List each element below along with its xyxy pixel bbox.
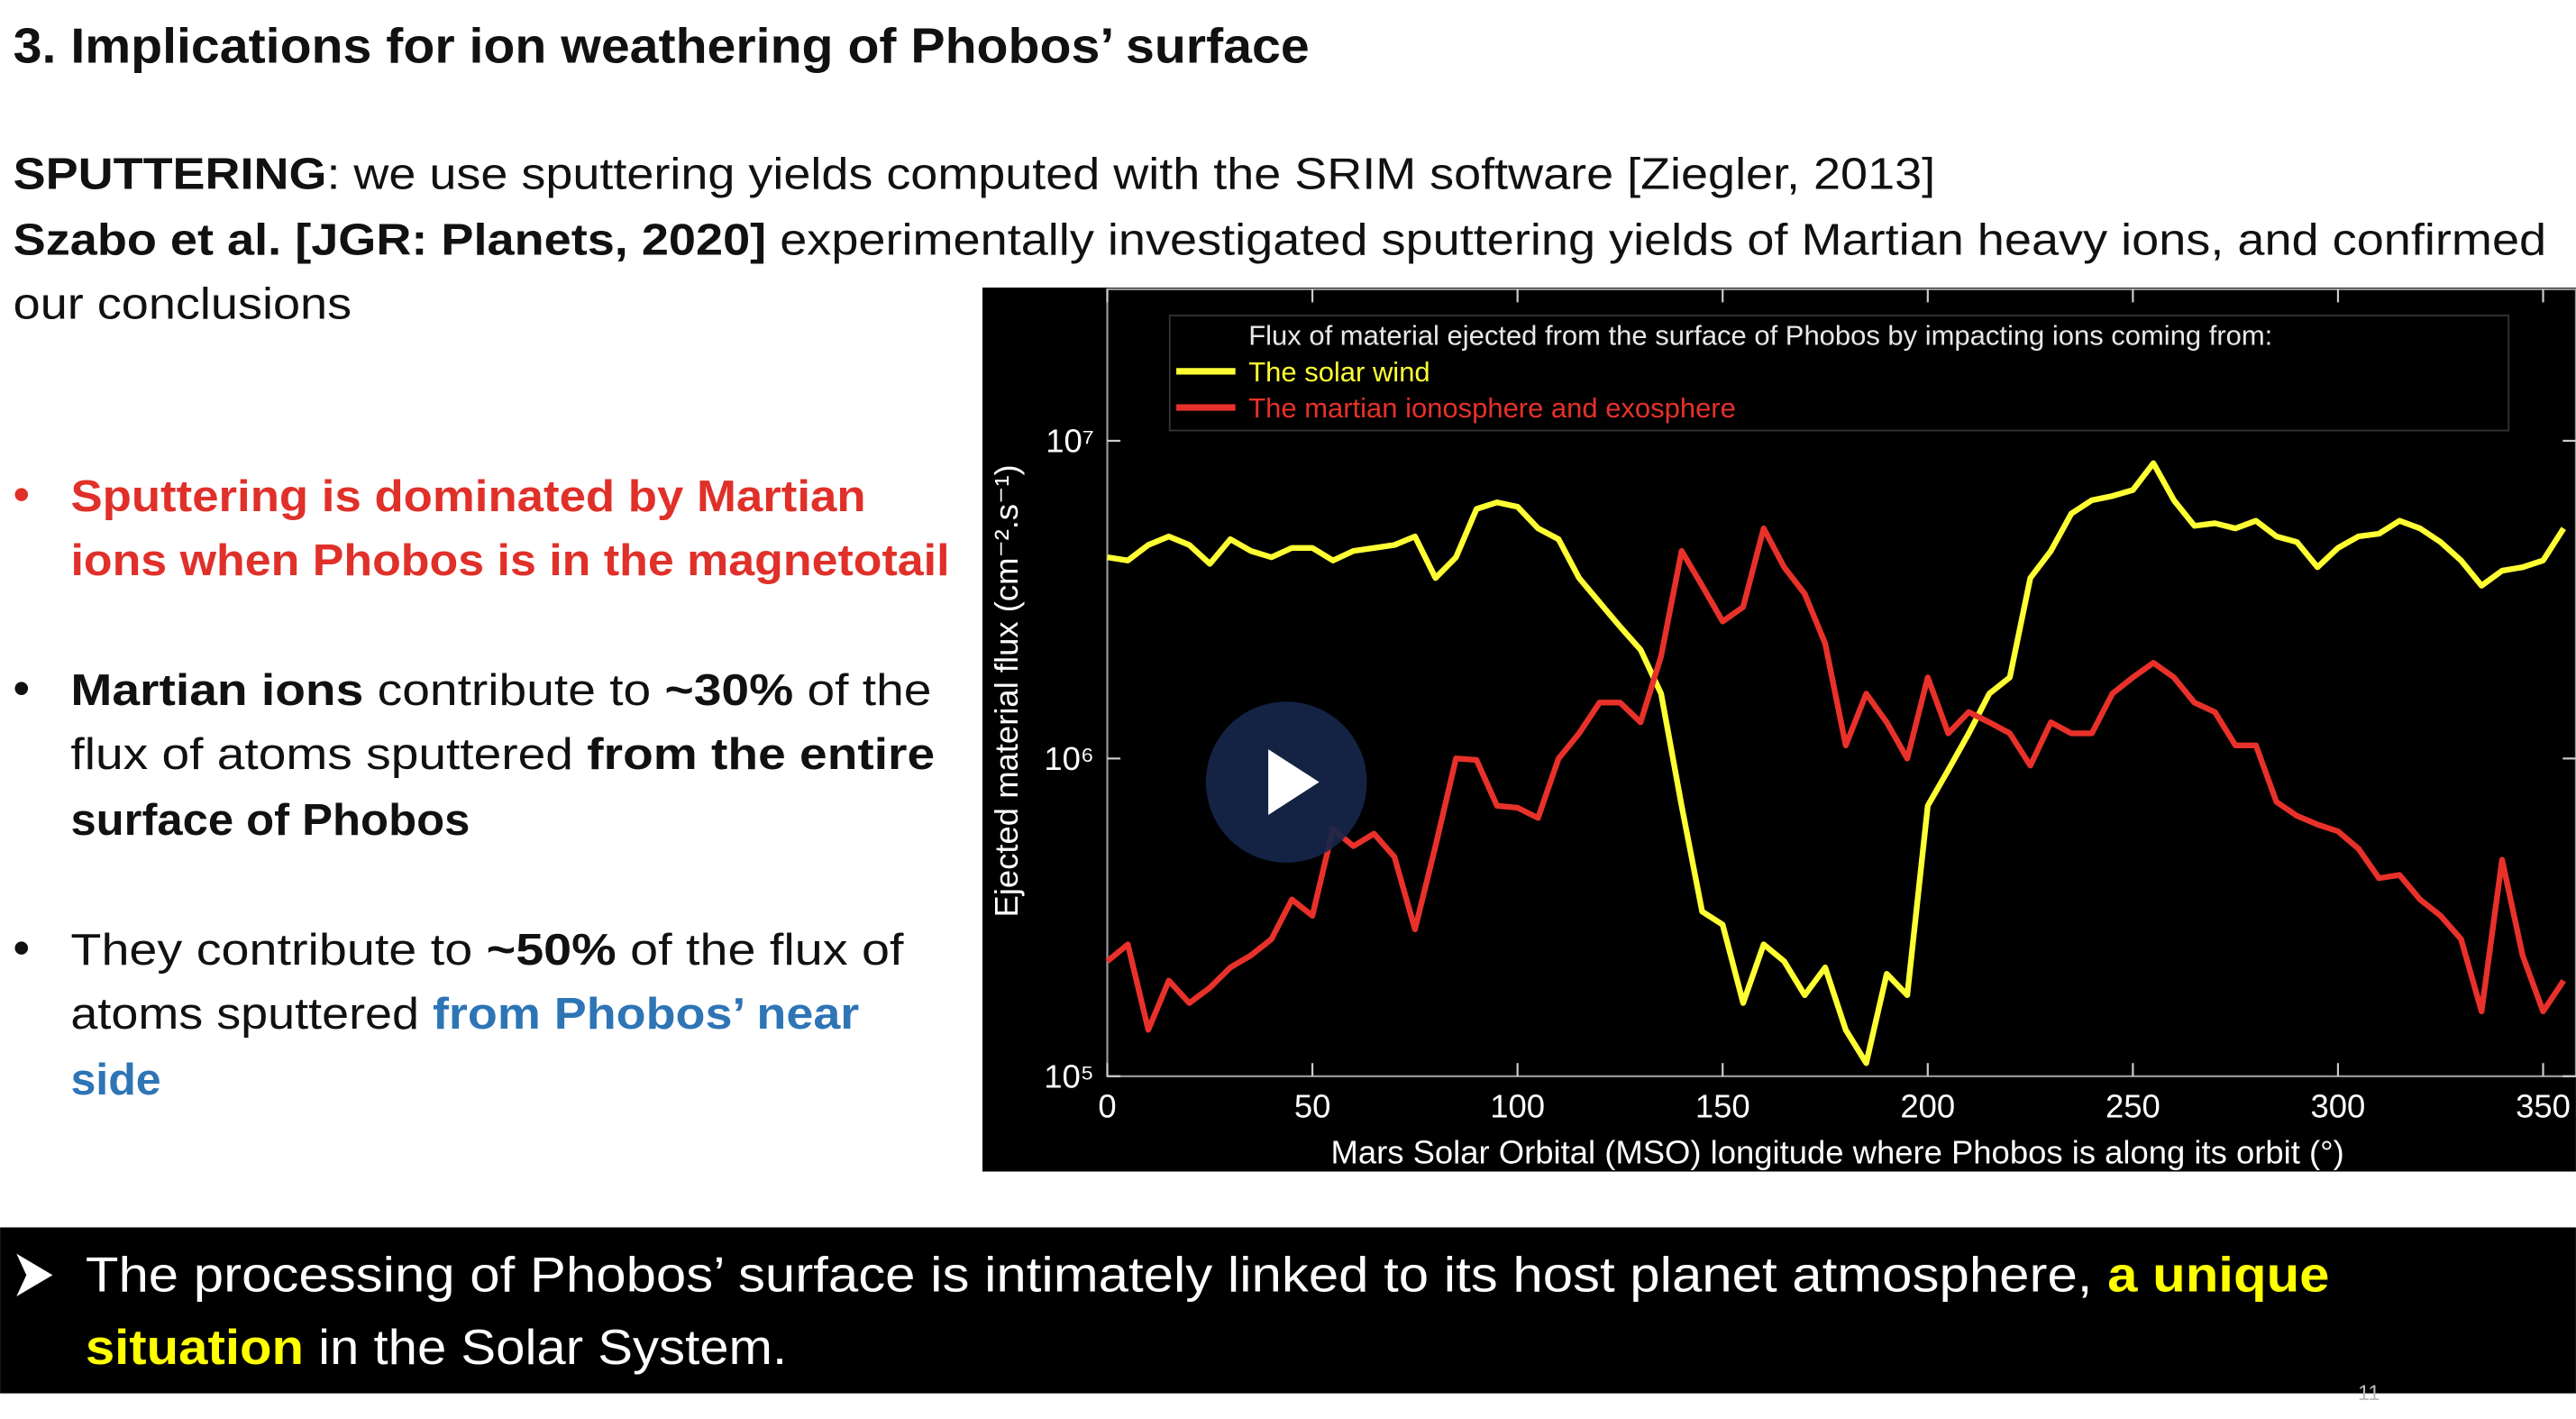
bullet-bold: ~30%: [665, 665, 794, 715]
x-tick-label: 100: [1490, 1087, 1545, 1124]
bullet-bold: Martian ions: [70, 665, 363, 715]
chart: 0 50 100 150 200 250 300 350 10⁵ 10⁶ 10⁷ Mars Solar…: [982, 287, 2576, 1172]
x-tick-label: 0: [1098, 1087, 1116, 1124]
bullet-line: ions when Phobos is in the magnetotail: [70, 536, 949, 585]
y-axis-label: Ejected material flux (cm⁻².s⁻¹): [988, 464, 1025, 917]
bullet-dot: [14, 488, 29, 501]
banner-line: situation in the Solar System.: [86, 1320, 787, 1375]
intro-line: SPUTTERING: we use sputtering yields com…: [14, 150, 1935, 199]
bullet-line: atoms sputtered from Phobos’ near: [70, 989, 859, 1039]
intro-line: our conclusions: [14, 279, 352, 329]
bullet-line: flux of atoms sputtered from the entire: [70, 729, 935, 779]
x-tick-label: 200: [1900, 1087, 1955, 1124]
legend-title: Flux of material ejected from the surfac…: [1248, 320, 2272, 352]
intro-line: Szabo et al. [JGR: Planets, 2020] experi…: [14, 215, 2546, 265]
banner-line: The processing of Phobos’ surface is int…: [86, 1248, 2330, 1303]
y-tick-label: 10⁷: [1046, 423, 1094, 460]
bullet-text: contribute to: [363, 665, 664, 715]
intro-text: : we use sputtering yields computed with…: [326, 150, 1935, 199]
bullet-line: They contribute to ~50% of the flux of: [70, 925, 903, 975]
intro-bold: Szabo et al. [JGR: Planets, 2020]: [14, 215, 767, 265]
bullet-text: atoms sputtered: [70, 989, 433, 1039]
x-tick-label: 350: [2516, 1087, 2571, 1124]
bullet-text: of the: [793, 665, 931, 715]
series-line: [1105, 525, 2566, 1033]
bullet-bold: from the entire: [587, 729, 935, 779]
bullet-dot: [14, 941, 29, 955]
x-tick-label: 250: [2106, 1087, 2160, 1124]
y-tick-label: 10⁵: [1044, 1058, 1094, 1095]
x-tick-label: 150: [1695, 1087, 1750, 1124]
bullet-line: Martian ions contribute to ~30% of the: [70, 665, 931, 715]
play-icon[interactable]: [1268, 749, 1320, 816]
x-tick-label: 300: [2311, 1087, 2366, 1124]
bullet-text: They contribute to: [70, 925, 486, 975]
x-axis-label: Mars Solar Orbital (MSO) longitude where…: [1330, 1133, 2343, 1170]
banner-text: in the Solar System.: [304, 1320, 787, 1375]
banner-text: The processing of Phobos’ surface is int…: [86, 1248, 2107, 1303]
legend-label: The solar wind: [1248, 356, 1430, 388]
page-number: 11: [2358, 1382, 2380, 1405]
bullet-line: surface of Phobos: [70, 795, 470, 845]
y-tick-label: 10⁶: [1044, 740, 1094, 777]
banner-highlight: a unique: [2107, 1248, 2329, 1303]
bullet-line: Sputtering is dominated by Martian: [70, 471, 865, 521]
bullet-dot: [14, 682, 29, 695]
bullet-highlight: from Phobos’ near: [433, 989, 859, 1039]
legend-label: The martian ionosphere and exosphere: [1248, 392, 1736, 424]
bullet-line: side: [70, 1055, 160, 1104]
intro-text: experimentally investigated sputtering y…: [766, 215, 2546, 265]
slide-title: 3. Implications for ion weathering of Ph…: [14, 18, 1310, 73]
banner-arrow: [16, 1253, 53, 1297]
series-line: [1107, 460, 2566, 1067]
bullet-bold: ~50%: [487, 925, 617, 975]
banner-background: [0, 1227, 2576, 1394]
bullet-text: of the flux of: [617, 925, 904, 975]
intro-bold: SPUTTERING: [14, 150, 327, 199]
legend-box: [1168, 315, 2510, 432]
bullet-text: flux of atoms sputtered: [70, 729, 587, 779]
play-button[interactable]: [1205, 701, 1367, 863]
banner-highlight: situation: [86, 1320, 304, 1375]
x-tick-label: 50: [1294, 1087, 1331, 1124]
